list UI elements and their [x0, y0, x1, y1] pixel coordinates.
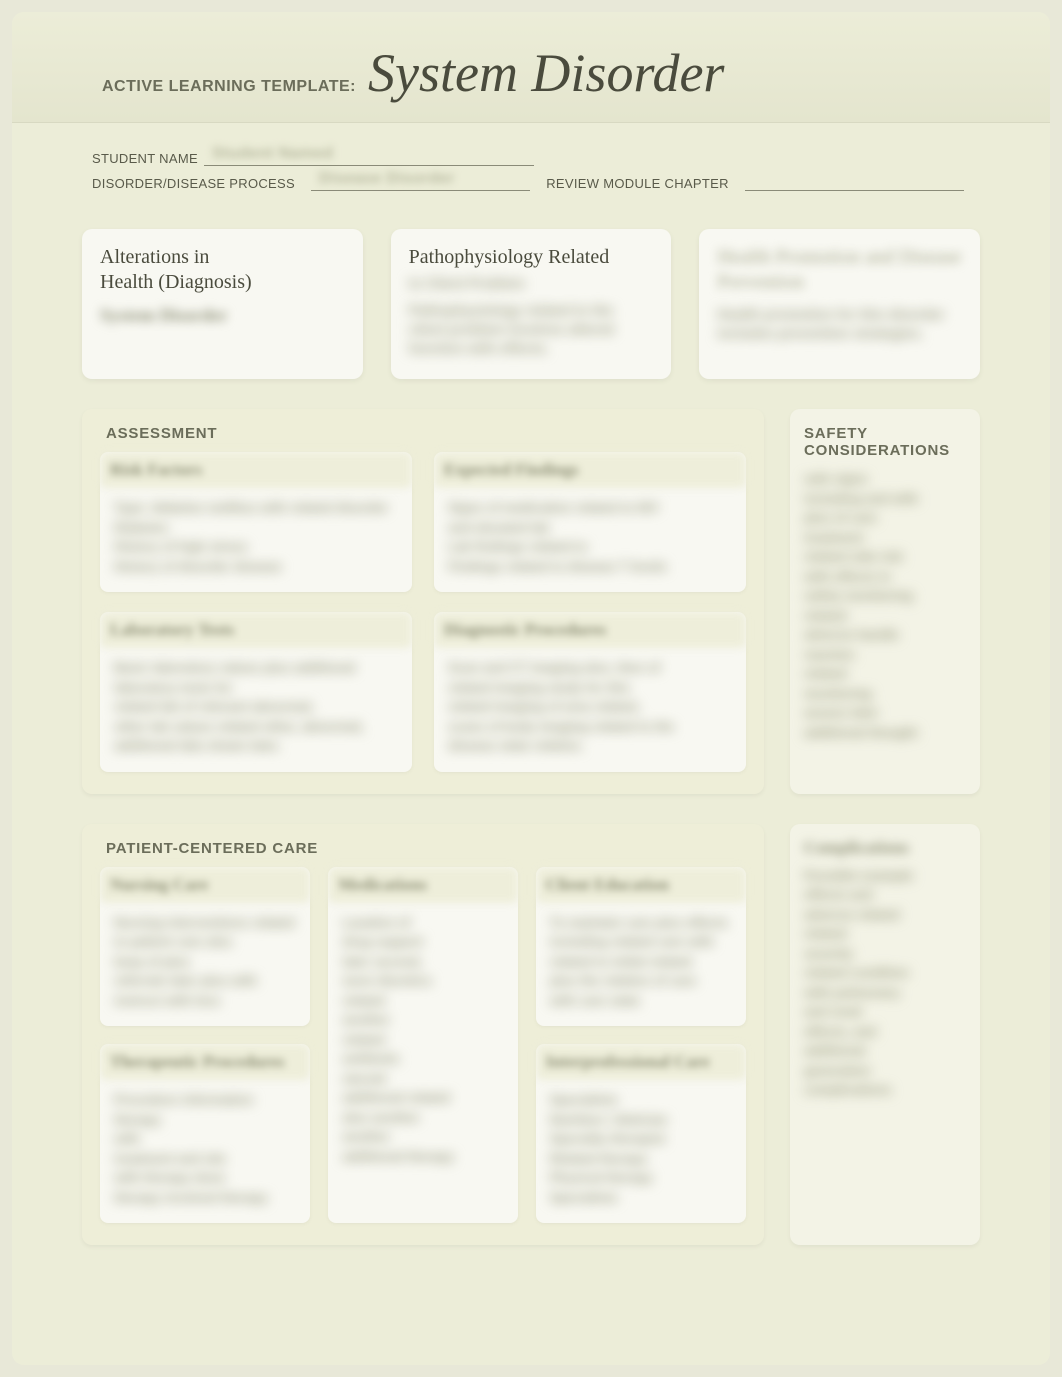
safety-card: SAFETY CONSIDERATIONS safe signs includi… — [790, 409, 980, 794]
disorder-label: DISORDER/DISEASE PROCESS — [92, 176, 295, 191]
health-body: Health promotion for this disorder inclu… — [717, 305, 962, 343]
lab-tests-head: Laboratory Tests — [100, 612, 412, 648]
diagnostic-body: Scan and CT imaging also, then of relate… — [448, 658, 732, 756]
nursing-care-card: Nursing Care Nursing interventions relat… — [100, 867, 310, 1027]
interprofessional-card: Interprofessional Care Specialists Nutri… — [536, 1044, 746, 1223]
risk-factors-body: Type: diabetes mellitus with related dis… — [114, 498, 398, 576]
pcc-col1: Nursing Care Nursing interventions relat… — [100, 867, 310, 1224]
health-heading: Health Promotion and Disease Prevention — [717, 245, 962, 295]
medications-card: Medications Laxative of drug support lat… — [328, 867, 517, 1224]
alterations-card: Alterations in Health (Diagnosis) System… — [82, 229, 363, 379]
assessment-area: ASSESSMENT Risk Factors Type: diabetes m… — [82, 409, 764, 794]
meta-area: STUDENT NAME Student Named DISORDER/DISE… — [12, 123, 1050, 211]
risk-factors-card: Risk Factors Type: diabetes mellitus wit… — [100, 452, 412, 592]
assessment-row1: Risk Factors Type: diabetes mellitus wit… — [100, 452, 746, 592]
diagnostic-card: Diagnostic Procedures Scan and CT imagin… — [434, 612, 746, 772]
safety-body: safe signs including and with plus of ca… — [804, 469, 966, 742]
therapeutic-head: Therapeutic Procedures — [100, 1044, 310, 1080]
complications-body: Possible example effects and adverse rel… — [804, 866, 966, 1100]
header-band: ACTIVE LEARNING TEMPLATE: System Disorde… — [12, 12, 1050, 123]
complications-head: Complications — [804, 838, 966, 858]
student-name-label: STUDENT NAME — [92, 151, 198, 166]
review-line[interactable] — [745, 177, 964, 191]
pcc-block: PATIENT-CENTERED CARE Nursing Care Nursi… — [82, 824, 764, 1246]
health-card: Health Promotion and Disease Prevention … — [699, 229, 980, 379]
pcc-label: PATIENT-CENTERED CARE — [106, 840, 746, 857]
patho-body: Pathophysiology related to the client pr… — [409, 301, 654, 358]
medications-head: Medications — [328, 867, 517, 903]
page: ACTIVE LEARNING TEMPLATE: System Disorde… — [12, 12, 1050, 1365]
assessment-safety-row: ASSESSMENT Risk Factors Type: diabetes m… — [82, 409, 980, 794]
diagnostic-head: Diagnostic Procedures — [434, 612, 746, 648]
alterations-body: System Disorder — [100, 305, 345, 326]
disorder-line[interactable]: Disease Disorder — [311, 177, 530, 191]
client-education-body: To maintain care plus effects including … — [550, 913, 732, 1011]
pcc-col3: Client Education To maintain care plus e… — [536, 867, 746, 1224]
pcc-comp-row: PATIENT-CENTERED CARE Nursing Care Nursi… — [82, 824, 980, 1246]
disorder-value: Disease Disorder — [319, 170, 455, 188]
pcc-col2: Medications Laxative of drug support lat… — [328, 867, 517, 1224]
student-name-row: STUDENT NAME Student Named — [92, 151, 970, 166]
medications-body: Laxative of drug support later second, m… — [342, 913, 503, 1167]
risk-factors-head: Risk Factors — [100, 452, 412, 488]
assessment-row2: Laboratory Tests Basic laboratory values… — [100, 612, 746, 772]
disorder-row: DISORDER/DISEASE PROCESS Disease Disorde… — [92, 176, 970, 191]
pcc-grid: Nursing Care Nursing interventions relat… — [100, 867, 746, 1224]
template-title: System Disorder — [368, 42, 724, 104]
student-name-line[interactable]: Student Named — [204, 152, 534, 166]
nursing-care-head: Nursing Care — [100, 867, 310, 903]
therapeutic-card: Therapeutic Procedures Procedure informa… — [100, 1044, 310, 1223]
assessment-block: ASSESSMENT Risk Factors Type: diabetes m… — [82, 409, 764, 794]
interprofessional-head: Interprofessional Care — [536, 1044, 746, 1080]
client-education-head: Client Education — [536, 867, 746, 903]
complications-card: Complications Possible example effects a… — [790, 824, 980, 1246]
template-prefix: ACTIVE LEARNING TEMPLATE: — [102, 78, 356, 96]
review-label: REVIEW MODULE CHAPTER — [546, 176, 729, 191]
lab-tests-card: Laboratory Tests Basic laboratory values… — [100, 612, 412, 772]
lab-tests-body: Basic laboratory values plus additional … — [114, 658, 398, 756]
safety-label: SAFETY CONSIDERATIONS — [804, 425, 966, 459]
expected-findings-body: Signs of medication related to N/V and e… — [448, 498, 732, 576]
pcc-area: PATIENT-CENTERED CARE Nursing Care Nursi… — [82, 824, 764, 1246]
patho-card: Pathophysiology Related to Client Proble… — [391, 229, 672, 379]
assessment-label: ASSESSMENT — [106, 425, 746, 442]
expected-findings-card: Expected Findings Signs of medication re… — [434, 452, 746, 592]
therapeutic-body: Procedure information therapy with treat… — [114, 1090, 296, 1207]
alterations-heading: Alterations in Health (Diagnosis) — [100, 245, 345, 295]
interprofessional-body: Specialists Nutrition / dietician Specia… — [550, 1090, 732, 1207]
patho-subheading: to Client Problem — [409, 274, 654, 293]
top-cards-row: Alterations in Health (Diagnosis) System… — [82, 229, 980, 379]
content: Alterations in Health (Diagnosis) System… — [12, 211, 1050, 1245]
nursing-care-body: Nursing interventions related to patient… — [114, 913, 296, 1011]
patho-heading: Pathophysiology Related — [409, 245, 654, 270]
expected-findings-head: Expected Findings — [434, 452, 746, 488]
student-name-value: Student Named — [212, 145, 333, 163]
client-education-card: Client Education To maintain care plus e… — [536, 867, 746, 1027]
